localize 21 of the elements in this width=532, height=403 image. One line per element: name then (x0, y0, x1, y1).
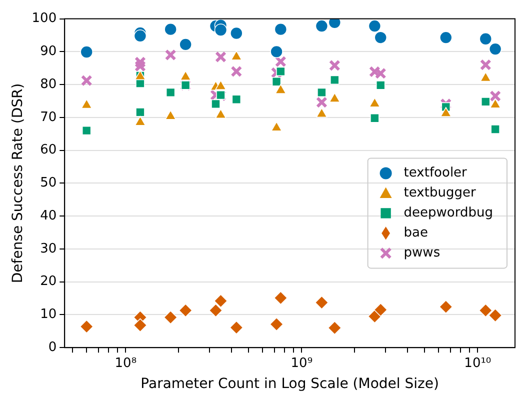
legend-label: bae (404, 226, 428, 241)
x-tick-label: 10⁹ (290, 356, 313, 371)
y-tick-label: 60 (40, 142, 57, 158)
legend-label: deepwordbug (404, 206, 494, 221)
x-tick-label: 10⁸ (114, 356, 137, 371)
x-axis-title: Parameter Count in Log Scale (Model Size) (140, 376, 439, 392)
legend-label: pwws (404, 246, 440, 261)
y-tick-label: 50 (40, 176, 57, 191)
y-tick-label: 90 (40, 44, 57, 60)
y-tick-label: 40 (40, 208, 57, 224)
legend-label: textfooler (404, 166, 468, 181)
y-tick-label: 100 (32, 11, 57, 26)
y-tick-label: 0 (48, 340, 57, 355)
y-tick-label: 80 (40, 76, 57, 92)
y-tick-label: 10 (40, 307, 57, 322)
y-tick-label: 70 (40, 110, 57, 125)
y-axis-title: Defense Success Rate (DSR) (10, 83, 26, 284)
y-tick-label: 30 (40, 241, 57, 256)
x-tick-label: 10¹⁰ (464, 356, 492, 371)
legend-label: textbugger (404, 186, 476, 201)
y-tick-label: 20 (40, 274, 57, 290)
